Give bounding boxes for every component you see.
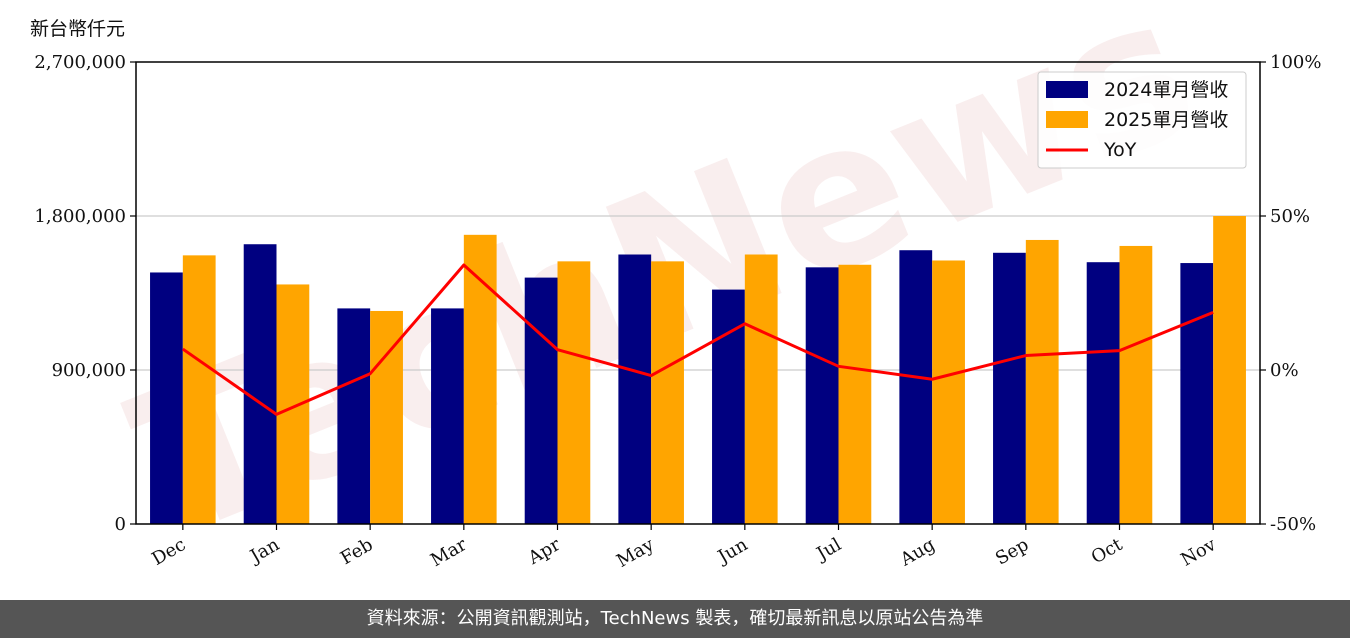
bar-2025單月營收-Jan — [276, 284, 310, 524]
x-tick-label: Sep — [992, 534, 1032, 569]
bar-2024單月營收-Mar — [431, 308, 464, 524]
bar-2024單月營收-Oct — [1086, 262, 1120, 524]
bar-2024單月營收-Sep — [993, 252, 1026, 525]
bar-2024單月營收-Nov — [1180, 263, 1214, 524]
left-tick-label: 900,000 — [52, 360, 126, 381]
x-tick-label: Jul — [811, 534, 845, 566]
bar-2024單月營收-Jul — [805, 267, 839, 524]
bar-2025單月營收-May — [651, 261, 684, 524]
legend-label: 2025單月營收 — [1104, 109, 1228, 131]
bar-2025單月營收-Jul — [838, 264, 872, 524]
bars — [150, 216, 1246, 525]
legend-label: 2024單月營收 — [1104, 79, 1228, 101]
left-tick-label: 1,800,000 — [34, 206, 126, 227]
grid-lines — [136, 215, 1260, 371]
legend-swatch — [1046, 81, 1088, 98]
bar-2024單月營收-Apr — [524, 277, 558, 524]
left-tick-label: 2,700,000 — [34, 52, 126, 73]
source-footer: 資料來源：公開資訊觀測站，TechNews 製表，確切最新訊息以原站公告為準 — [0, 600, 1350, 638]
bar-2025單月營收-Aug — [932, 260, 965, 524]
x-tick-label: Nov — [1177, 534, 1220, 571]
bar-2024單月營收-Dec — [150, 272, 183, 524]
yoy-line-layer — [181, 263, 1214, 416]
bar-2025單月營收-Oct — [1119, 245, 1153, 524]
plot-frame — [135, 61, 1261, 525]
bar-2024單月營收-Jun — [712, 289, 745, 524]
chart-canvas: TechNews 0900,0001,800,0002,700,000-50%0… — [34, 0, 1321, 583]
x-tick-label: Oct — [1088, 534, 1127, 569]
x-tick-label: Feb — [337, 534, 377, 569]
bar-2025單月營收-Apr — [557, 261, 591, 524]
x-tick-label: May — [613, 534, 658, 572]
yoy-line — [181, 263, 1214, 416]
right-tick-label: 100% — [1270, 52, 1321, 73]
bar-2025單月營收-Mar — [463, 234, 497, 525]
bar-2024單月營收-Jan — [243, 244, 277, 524]
bar-2025單月營收-Nov — [1213, 216, 1246, 524]
x-tick-label: Mar — [427, 534, 471, 571]
bar-2024單月營收-May — [618, 254, 652, 524]
x-tick-label: Jun — [713, 534, 752, 569]
x-tick-label: Aug — [896, 534, 939, 571]
right-tick-label: 50% — [1270, 206, 1310, 227]
bar-2025單月營收-Feb — [370, 310, 403, 524]
right-tick-label: 0% — [1270, 360, 1299, 381]
y-axis-unit-label: 新台幣仟元 — [30, 18, 126, 40]
bar-2025單月營收-Dec — [182, 255, 216, 524]
bar-2024單月營收-Feb — [337, 308, 371, 524]
bar-2025單月營收-Sep — [1025, 239, 1059, 524]
right-tick-label: -50% — [1270, 514, 1316, 535]
legend-swatch — [1046, 111, 1088, 128]
legend: 2024單月營收 2025單月營收 YoY — [1037, 71, 1247, 169]
legend-box — [1037, 71, 1247, 169]
legend-label: YoY — [1103, 139, 1137, 161]
left-tick-label: 0 — [115, 514, 126, 535]
x-tick-label: Apr — [524, 534, 564, 569]
bar-2024單月營收-Aug — [899, 250, 933, 524]
bar-2025單月營收-Jun — [744, 254, 778, 524]
